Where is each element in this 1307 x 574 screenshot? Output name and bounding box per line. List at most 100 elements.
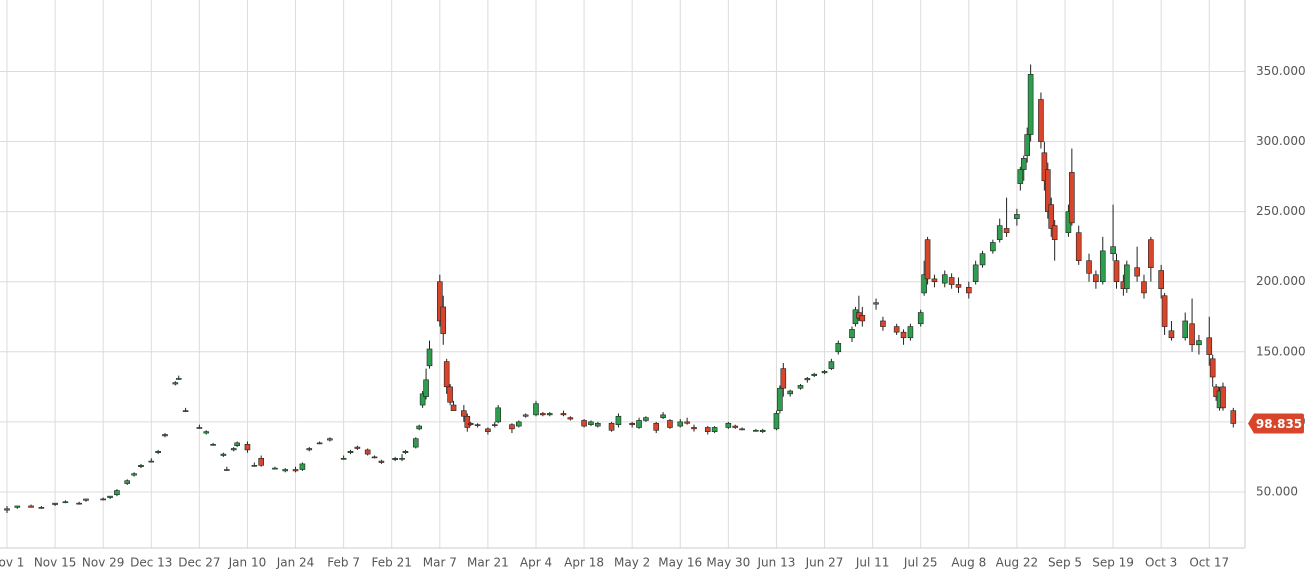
candle: [327, 437, 333, 442]
candle-body: [443, 361, 450, 388]
candle-body: [965, 287, 972, 294]
candle-body: [1196, 340, 1202, 346]
candle-body: [467, 422, 474, 425]
candle-body: [509, 424, 515, 430]
candle: [251, 462, 258, 467]
candle-body: [244, 443, 251, 451]
candle-body: [948, 277, 955, 285]
candle: [643, 416, 649, 422]
candle: [636, 417, 642, 429]
candle: [1168, 320, 1175, 341]
candle: [203, 430, 210, 435]
candle-body: [1014, 214, 1020, 219]
candle-body: [203, 431, 210, 434]
candle: [684, 417, 690, 425]
candle: [941, 270, 948, 288]
candle: [955, 277, 962, 293]
candle: [107, 495, 113, 499]
x-tick-label: Apr 18: [564, 556, 604, 570]
candle-body: [450, 404, 457, 411]
candle: [653, 421, 660, 434]
x-tick-label: Jul 25: [903, 556, 938, 570]
candle: [759, 428, 766, 434]
candle-body: [684, 421, 690, 424]
candle: [234, 441, 240, 448]
candle-body: [677, 421, 684, 427]
y-tick-label: 350.000: [1256, 64, 1306, 78]
candle: [1141, 274, 1147, 299]
candle: [412, 437, 419, 449]
candle-body: [416, 425, 423, 430]
candle-body: [131, 473, 137, 476]
candle-body: [773, 413, 780, 430]
candle: [1220, 382, 1226, 411]
candle: [354, 445, 361, 450]
candle-body: [491, 424, 498, 426]
candle-body: [1045, 169, 1051, 212]
candle: [797, 384, 804, 390]
candle: [114, 489, 120, 497]
candle: [282, 468, 289, 473]
candle: [1099, 236, 1106, 285]
candle-body: [1206, 337, 1213, 355]
candle: [1038, 92, 1044, 149]
candle: [340, 455, 347, 460]
candle-body: [643, 417, 649, 421]
x-tick-label: Aug 22: [996, 556, 1039, 570]
candle: [972, 260, 979, 285]
candle: [423, 368, 429, 400]
candle: [416, 424, 423, 431]
candle: [148, 458, 155, 463]
candle: [560, 410, 567, 417]
candle-body: [299, 463, 306, 470]
candle-body: [849, 329, 855, 339]
candle: [1093, 270, 1099, 289]
candle: [777, 385, 783, 414]
candle-body: [739, 428, 745, 431]
x-tick-label: Nov 15: [34, 556, 77, 570]
x-tick-label: Mar 21: [467, 556, 509, 570]
candle-body: [234, 442, 240, 446]
candle-body: [1168, 330, 1175, 339]
candle-body: [306, 448, 313, 451]
candle: [306, 447, 313, 452]
candle: [1014, 208, 1020, 226]
candle-body: [378, 460, 385, 463]
candle-body: [873, 302, 879, 305]
last-price-badge: [1248, 413, 1304, 434]
candle-body: [1209, 358, 1216, 378]
candle: [138, 463, 144, 469]
candle: [516, 420, 522, 428]
x-tick-label: Aug 8: [951, 556, 986, 570]
candle-body: [52, 502, 58, 505]
candle-body: [1220, 386, 1226, 409]
candle-body: [787, 390, 793, 395]
x-tick-label: Jul 11: [855, 556, 890, 570]
candle-body: [114, 490, 120, 496]
candle: [595, 421, 601, 428]
candle: [804, 377, 811, 383]
candle-body: [1048, 204, 1055, 229]
candle: [299, 462, 306, 471]
candle-body: [1003, 228, 1010, 233]
candle-body: [423, 379, 429, 397]
candle-body: [282, 469, 289, 472]
candle-body: [1158, 270, 1164, 290]
candle-body: [955, 284, 962, 288]
x-tick-label: Dec 13: [130, 556, 172, 570]
x-tick-label: Nov 29: [82, 556, 125, 570]
candle-body: [76, 502, 82, 505]
candle-body: [704, 427, 711, 432]
candle: [1024, 127, 1030, 163]
x-tick-label: May 2: [614, 556, 650, 570]
candle-body: [1113, 260, 1120, 283]
candle: [615, 413, 622, 428]
candle-body: [804, 378, 811, 381]
x-tick-label: Sep 5: [1048, 556, 1082, 570]
candle: [725, 421, 732, 429]
candle-body: [364, 449, 371, 455]
candle: [62, 500, 69, 504]
x-tick-label: Oct 17: [1189, 556, 1229, 570]
x-tick-label: Apr 4: [520, 556, 552, 570]
candle-body: [347, 450, 354, 453]
